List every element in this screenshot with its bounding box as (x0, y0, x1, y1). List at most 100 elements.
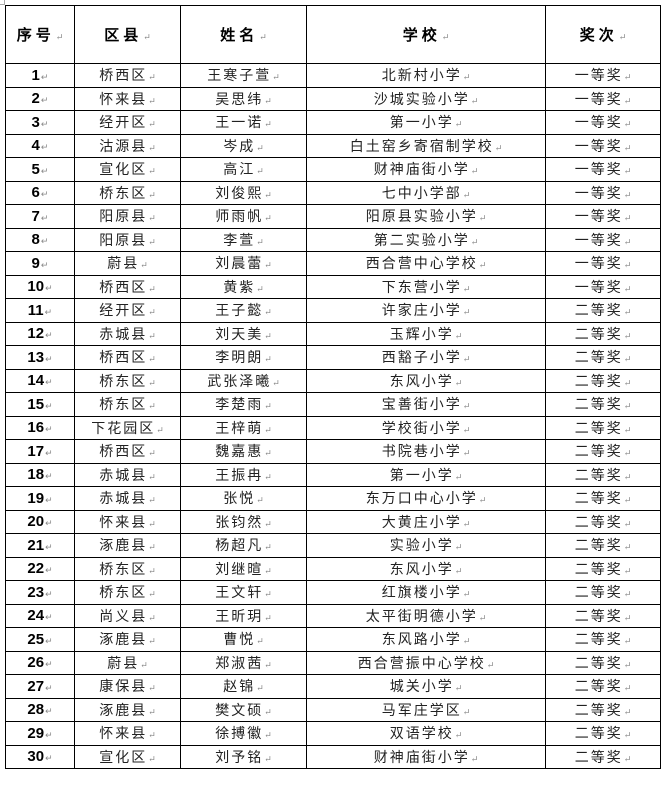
table-row: 1↵ 桥西区↵ 王寒子萱↵ 北新村小学↵ 一等奖↵ (5, 63, 661, 88)
cell-text: 王一诺 (215, 115, 264, 132)
paragraph-mark-icon: ↵ (40, 95, 49, 106)
cell-text: 二等奖 (574, 561, 623, 578)
cell-award: 二等奖↵ (545, 556, 661, 581)
cell-text: 30 (27, 748, 45, 766)
table-row: 14↵ 桥东区↵ 武张泽曦↵ 东风小学↵ 二等奖↵ (5, 368, 661, 393)
cell-text: 桥西区 (99, 444, 148, 461)
cell-text: 二等奖 (574, 726, 623, 743)
cell-school: 第一小学↵ (306, 462, 546, 487)
paragraph-mark-icon: ↵ (623, 378, 632, 389)
cell-text: 二等奖 (574, 679, 623, 696)
cell-text: 李楚雨 (215, 397, 264, 414)
paragraph-mark-icon: ↵ (148, 73, 156, 84)
cell-seq: 3↵ (5, 110, 75, 135)
table-row: 3↵ 经开区↵ 王一诺↵ 第一小学↵ 一等奖↵ (5, 110, 661, 135)
cell-school: 东风小学↵ (306, 556, 546, 581)
paragraph-mark-icon: ↵ (264, 566, 272, 577)
cell-text: 二等奖 (574, 397, 623, 414)
cell-text: 赤城县 (99, 491, 148, 508)
paragraph-mark-icon: ↵ (264, 355, 272, 366)
cell-school: 大黄庄小学↵ (306, 509, 546, 534)
paragraph-mark-icon: ↵ (148, 613, 156, 624)
paragraph-mark-icon: ↵ (470, 754, 479, 765)
paragraph-mark-icon: ↵ (623, 519, 632, 530)
cell-text: 13 (27, 348, 45, 366)
cell-name: 张悦↵ (180, 486, 307, 511)
cell-text: 蔚县 (107, 256, 140, 273)
paragraph-mark-icon: ↵ (478, 261, 487, 272)
table-row: 11↵ 经开区↵ 王子懿↵ 许家庄小学↵ 二等奖↵ (5, 298, 661, 323)
cell-seq: 20↵ (5, 509, 75, 534)
paragraph-mark-icon: ↵ (623, 496, 632, 507)
cell-text: 桥西区 (99, 68, 148, 85)
cell-text: 东风路小学 (381, 632, 462, 649)
paragraph-mark-icon: ↵ (454, 472, 463, 483)
table-row: 29↵ 怀来县↵ 徐搏徽↵ 双语学校↵ 二等奖↵ (5, 721, 661, 746)
paragraph-mark-icon: ↵ (45, 424, 53, 435)
cell-district: 桥东区↵ (74, 180, 181, 205)
table-row: 25↵ 涿鹿县↵ 曹悦↵ 东风路小学↵ 二等奖↵ (5, 627, 661, 652)
cell-award: 二等奖↵ (545, 439, 661, 464)
cell-school: 西合营振中心学校↵ (306, 650, 546, 675)
paragraph-mark-icon: ↵ (264, 707, 272, 718)
cell-award: 一等奖↵ (545, 251, 661, 276)
cell-name: 赵锦↵ (180, 674, 307, 699)
paragraph-mark-icon: ↵ (264, 214, 272, 225)
paragraph-mark-icon: ↵ (256, 637, 264, 648)
cell-text: 7 (31, 207, 40, 225)
cell-text: 黄紫 (223, 279, 256, 296)
cell-text: 二等奖 (574, 303, 623, 320)
paragraph-mark-icon: ↵ (623, 613, 632, 624)
paragraph-mark-icon: ↵ (462, 519, 471, 530)
paragraph-mark-icon: ↵ (45, 353, 53, 364)
cell-text: 城关小学 (389, 679, 454, 696)
cell-seq: 10↵ (5, 274, 75, 299)
cell-text: 下花园区 (91, 420, 156, 437)
cell-text: 二等奖 (574, 467, 623, 484)
cell-text: 二等奖 (574, 491, 623, 508)
paragraph-mark-icon: ↵ (264, 590, 272, 601)
paragraph-mark-icon: ↵ (623, 237, 632, 248)
paragraph-mark-icon: ↵ (623, 167, 632, 178)
cell-award: 一等奖↵ (545, 204, 661, 229)
cell-school: 西合营中心学校↵ (306, 251, 546, 276)
paragraph-mark-icon: ↵ (623, 261, 632, 272)
cell-name: 王昕玥↵ (180, 603, 307, 628)
cell-text: 8 (31, 231, 40, 249)
header-seq: 序号↵ (5, 5, 75, 64)
cell-text: 王子懿 (215, 303, 264, 320)
paragraph-mark-icon: ↵ (623, 684, 632, 695)
header-award: 奖次↵ (545, 5, 661, 64)
paragraph-mark-icon: ↵ (264, 449, 272, 460)
table-row: 10↵ 桥西区↵ 黄紫↵ 下东营小学↵ 一等奖↵ (5, 274, 661, 299)
paragraph-mark-icon: ↵ (272, 378, 280, 389)
cell-school: 双语学校↵ (306, 721, 546, 746)
paragraph-mark-icon: ↵ (623, 331, 632, 342)
table-row: 18↵ 赤城县↵ 王振冉↵ 第一小学↵ 二等奖↵ (5, 462, 661, 487)
paragraph-mark-icon: ↵ (156, 425, 164, 436)
cell-text: 二等奖 (574, 749, 623, 766)
cell-award: 二等奖↵ (545, 744, 661, 769)
paragraph-mark-icon: ↵ (470, 237, 479, 248)
cell-seq: 6↵ (5, 180, 75, 205)
cell-text: 二等奖 (574, 350, 623, 367)
cell-name: 王寒子萱↵ (180, 63, 307, 88)
cell-text: 第一小学 (389, 115, 454, 132)
paragraph-mark-icon: ↵ (272, 73, 280, 84)
cell-text: 魏嘉惠 (215, 444, 264, 461)
paragraph-mark-icon: ↵ (462, 190, 471, 201)
paragraph-mark-icon: ↵ (45, 612, 53, 623)
cell-school: 阳原县实验小学↵ (306, 204, 546, 229)
cell-text: 王寒子萱 (207, 68, 272, 85)
cell-text: 二等奖 (574, 702, 623, 719)
cell-award: 二等奖↵ (545, 415, 661, 440)
cell-text: 29 (27, 724, 45, 742)
cell-text: 阳原县 (99, 232, 148, 249)
cell-text: 财神庙街小学 (373, 162, 470, 179)
cell-district: 赤城县↵ (74, 321, 181, 346)
cell-seq: 8↵ (5, 227, 75, 252)
cell-name: 徐搏徽↵ (180, 721, 307, 746)
paragraph-mark-icon: ↵ (148, 355, 156, 366)
cell-district: 桥东区↵ (74, 368, 181, 393)
paragraph-mark-icon: ↵ (148, 402, 156, 413)
